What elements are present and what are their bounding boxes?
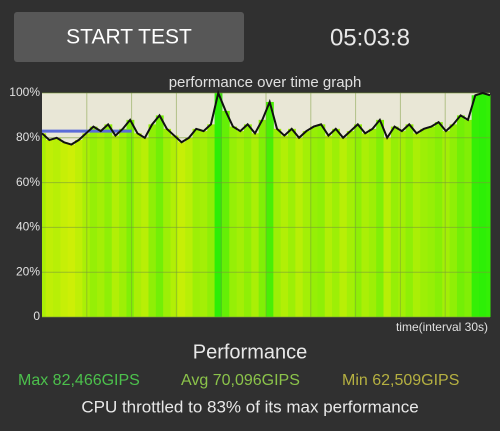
performance-stripe	[221, 110, 230, 317]
start-button-label[interactable]: START TEST	[66, 26, 192, 49]
performance-stripe	[332, 128, 340, 317]
performance-stripe	[412, 133, 421, 317]
performance-stripe	[75, 140, 83, 317]
performance-stripe	[214, 93, 223, 317]
performance-stripe	[288, 128, 296, 317]
performance-stripe	[449, 124, 458, 317]
min-stat: Min 62,509GIPS	[342, 372, 459, 389]
performance-stripe	[354, 124, 362, 317]
performance-stripe	[251, 133, 260, 317]
performance-stripe	[229, 126, 238, 317]
performance-stripe	[104, 124, 113, 317]
performance-stripe	[390, 126, 399, 317]
performance-stripe	[170, 135, 179, 317]
performance-stripe	[111, 135, 120, 317]
performance-stripe	[60, 142, 69, 317]
performance-line	[41, 89, 491, 146]
avg-stat: Avg 70,096GIPS	[181, 372, 300, 389]
performance-stripe	[243, 124, 252, 317]
performance-stripe	[398, 131, 407, 317]
performance-stripe	[442, 131, 451, 317]
performance-stripe	[310, 126, 318, 317]
performance-stripe	[163, 128, 172, 317]
performance-stripe	[126, 119, 135, 317]
performance-stripe	[207, 124, 216, 317]
performance-stripe	[148, 124, 157, 317]
x-axis-label: time(interval 30s)	[396, 320, 488, 334]
performance-stripe	[177, 142, 186, 317]
performance-stripe	[376, 119, 385, 317]
performance-stripe	[434, 122, 443, 318]
start-button[interactable]	[14, 12, 244, 62]
performance-stripe	[317, 124, 326, 317]
performance-stripe	[478, 93, 487, 317]
performance-stripe	[155, 115, 164, 318]
performance-stripe	[361, 133, 370, 317]
performance-stripe	[199, 131, 208, 317]
performance-stripe	[280, 135, 289, 317]
performance-stripe	[42, 133, 47, 317]
performance-stripe	[89, 126, 98, 317]
performance-stripe	[97, 131, 105, 317]
performance-stripe	[266, 101, 274, 318]
performance-stripe	[368, 128, 377, 317]
y-tick-label: 60%	[16, 175, 40, 189]
performance-stripe	[258, 119, 267, 317]
graph-title: performance over time graph	[169, 74, 362, 91]
performance-stripe	[456, 115, 465, 318]
performance-stripe	[420, 128, 429, 317]
y-tick-label: 20%	[16, 264, 40, 278]
performance-heading: Performance	[193, 341, 308, 363]
performance-stripe	[119, 128, 127, 317]
timer: 05:03:8	[330, 24, 410, 51]
performance-stripe	[486, 95, 491, 318]
performance-stripe	[346, 131, 355, 317]
performance-stripe	[236, 131, 245, 317]
y-tick-label: 0	[33, 309, 40, 323]
performance-stripe	[273, 128, 282, 317]
performance-stripe	[192, 128, 201, 317]
performance-stripe	[45, 140, 54, 317]
performance-stripe	[471, 95, 480, 318]
performance-stripe	[405, 124, 414, 317]
performance-stripe	[427, 126, 436, 317]
throttle-note: CPU throttled to 83% of its max performa…	[81, 397, 418, 416]
y-tick-label: 100%	[9, 85, 40, 99]
performance-stripe	[133, 133, 142, 317]
performance-stripe	[464, 119, 473, 317]
performance-stripe	[324, 135, 333, 317]
y-tick-label: 80%	[16, 130, 40, 144]
performance-stripe	[302, 131, 311, 317]
performance-stripe	[67, 144, 76, 317]
max-stat: Max 82,466GIPS	[18, 372, 140, 389]
y-tick-label: 40%	[16, 220, 40, 234]
plot: 0 20% 40% 60% 80% 100%	[9, 85, 491, 323]
